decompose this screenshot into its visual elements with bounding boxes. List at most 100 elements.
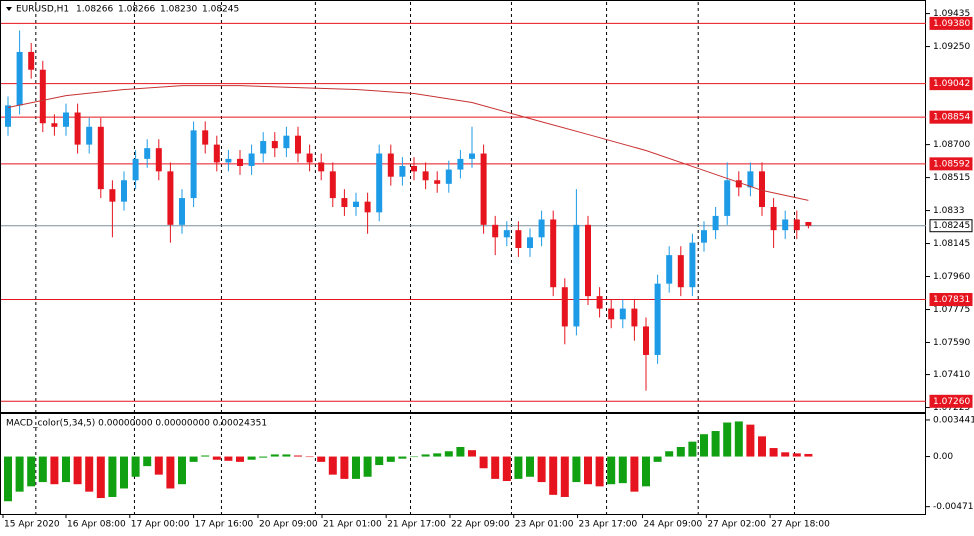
y-tick-label: 1.08515: [933, 173, 970, 183]
candle-body: [712, 215, 719, 231]
macd-bar: [479, 456, 488, 469]
macd-bar: [62, 456, 70, 483]
x-tick-label: 24 Apr 09:00: [644, 520, 703, 530]
macd-bar: [38, 456, 47, 483]
macd-bar: [642, 456, 650, 487]
candle-body: [329, 171, 336, 199]
macd-bar: [4, 456, 12, 502]
candle-body: [666, 255, 673, 284]
level-label: 1.09042: [933, 79, 970, 89]
candle-body: [155, 148, 162, 172]
candle-body: [411, 166, 417, 172]
macd-bar: [224, 456, 233, 461]
candle-body: [689, 242, 696, 288]
macd-bar: [270, 454, 279, 457]
candle-body: [503, 230, 510, 238]
candle-body: [677, 255, 684, 288]
candle-body: [271, 141, 278, 149]
macd-bar: [73, 456, 82, 485]
current-price-label: 1.08245: [933, 221, 970, 231]
candle-body: [364, 201, 371, 213]
y-tick-label: 0.003441: [933, 415, 974, 425]
candle-body: [5, 105, 11, 127]
macd-bar: [572, 456, 581, 483]
x-tick-label: 23 Apr 17:00: [579, 520, 638, 530]
y-tick-label: 1.09435: [933, 9, 970, 19]
candle-body: [237, 158, 243, 166]
candle-body: [770, 207, 777, 231]
macd-bar: [120, 456, 128, 489]
menu-arrow[interactable]: [6, 7, 12, 11]
level-tag: [929, 293, 973, 307]
macd-bar: [154, 456, 163, 475]
macd-bar: [131, 456, 140, 477]
x-tick-label: 17 Apr 00:00: [131, 520, 190, 530]
candle-body: [260, 141, 267, 154]
level-label: 1.09380: [933, 19, 970, 29]
macd-bar: [653, 456, 662, 462]
candle-body: [561, 287, 568, 327]
ohlc-value: 1.08266: [76, 5, 113, 15]
y-tick-label: 1.07775: [933, 305, 970, 315]
y-tick-label: 1.08145: [933, 239, 970, 249]
x-tick-label: 17 Apr 16:00: [195, 520, 254, 530]
macd-bar: [630, 456, 639, 492]
ohlc-value: 1.08230: [160, 5, 197, 15]
macd-bar: [143, 456, 152, 467]
macd-bar: [317, 456, 326, 462]
price-frame: [0, 0, 926, 413]
candle-body: [376, 153, 383, 213]
candle-body: [144, 148, 151, 159]
macd-bar: [328, 456, 337, 475]
macd-bar: [410, 456, 418, 458]
candle-body: [387, 153, 394, 177]
ohlc-value: 1.08266: [118, 5, 155, 15]
candle-body: [434, 180, 441, 184]
macd-bar: [491, 456, 500, 479]
macd-bar: [85, 456, 94, 492]
candle-body: [585, 224, 591, 297]
current-price-tag: [929, 219, 973, 233]
candle-body: [28, 51, 35, 70]
macd-bar: [352, 456, 360, 479]
macd-bar: [711, 431, 720, 457]
level-tag: [929, 16, 973, 30]
macd-bar: [595, 456, 604, 487]
level-tag: [929, 77, 973, 91]
y-tick-label: 1.07225: [933, 403, 970, 413]
ohlc-value: 1.08245: [202, 5, 239, 15]
candle-body: [643, 326, 649, 355]
macd-bar: [282, 454, 291, 457]
candle-body: [515, 230, 522, 248]
macd-bar: [340, 456, 349, 479]
macd-bar: [526, 456, 534, 477]
macd-bar: [433, 453, 442, 457]
macd-bar: [421, 454, 430, 457]
macd-bar: [665, 451, 674, 457]
candle-body: [701, 230, 707, 243]
candle-body: [97, 126, 104, 190]
level-tag: [929, 394, 973, 408]
candle-body: [573, 224, 580, 327]
macd-bar: [468, 450, 476, 457]
macd-bar: [723, 422, 732, 457]
macd-bar: [363, 456, 372, 477]
candle-body: [16, 51, 23, 106]
candle-body: [445, 169, 452, 184]
candle-body: [735, 180, 742, 188]
candle-body: [457, 158, 464, 170]
candle-body: [724, 180, 731, 216]
candle-body: [213, 144, 220, 163]
candle-body: [109, 189, 116, 202]
macd-bar: [108, 456, 117, 497]
macd-bar: [178, 456, 186, 485]
macd-bar: [792, 453, 801, 457]
candle-body: [538, 219, 545, 238]
macd-bar: [804, 453, 813, 457]
macd-bar: [375, 456, 384, 466]
candle-body: [167, 171, 174, 225]
candle-body: [480, 153, 487, 225]
macd-bar: [50, 456, 59, 485]
macd-bar: [769, 448, 778, 457]
